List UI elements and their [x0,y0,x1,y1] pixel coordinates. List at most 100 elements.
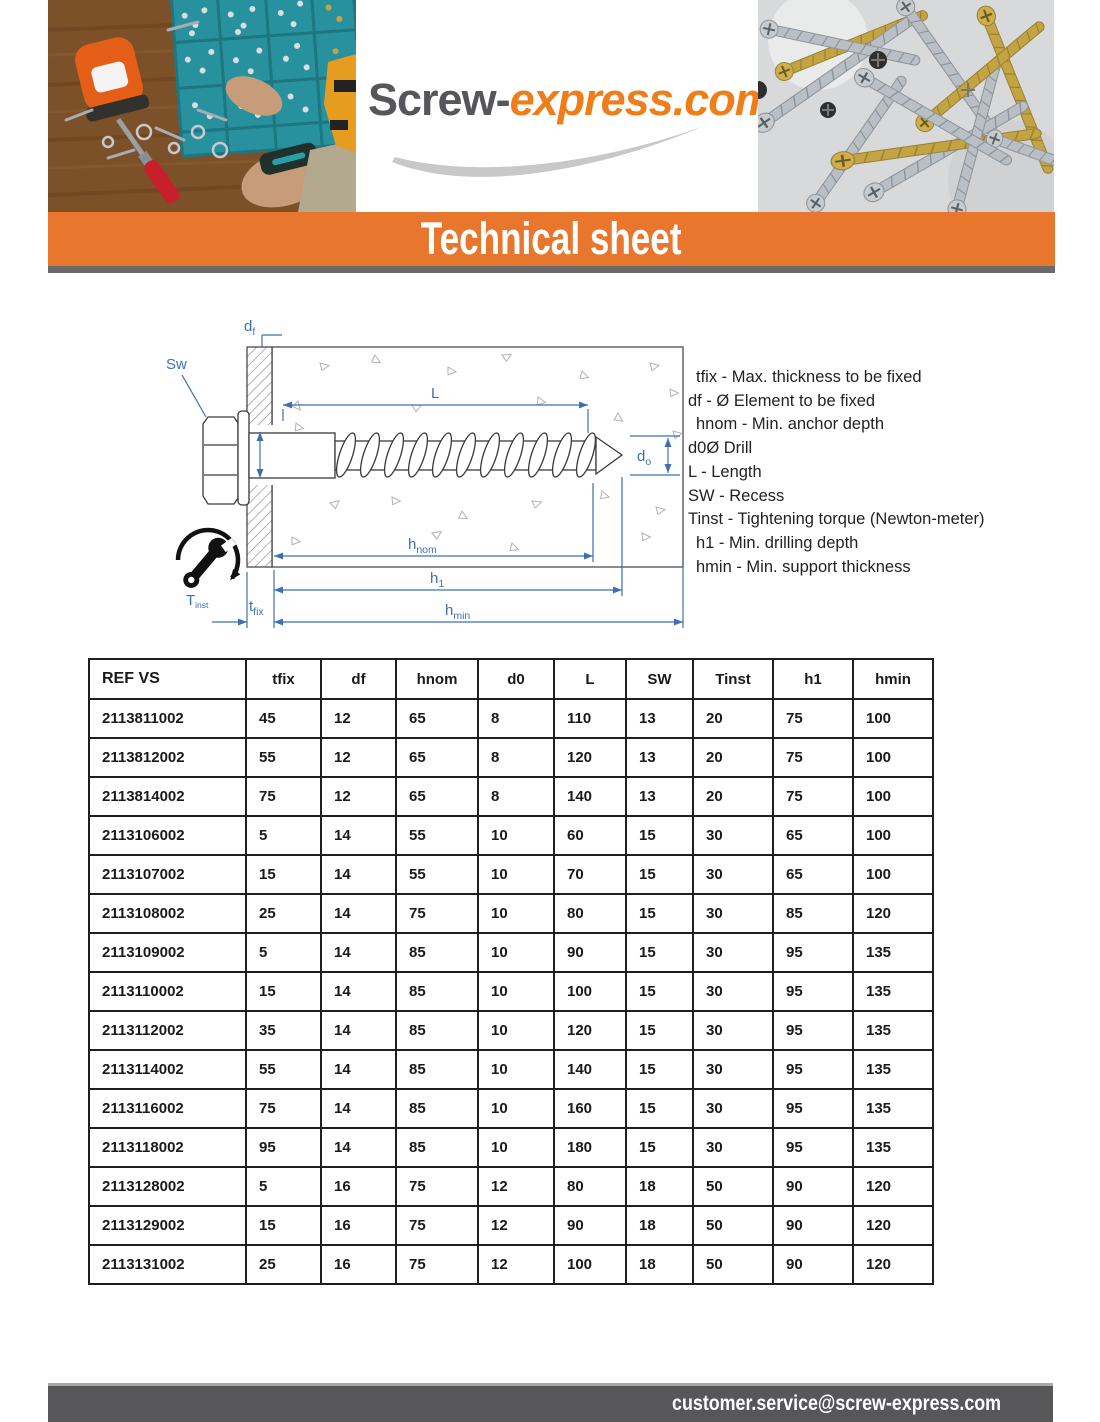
value-cell: 95 [772,1010,854,1051]
table-row: 2113110002 15 14 85 10 100 15 30 95 135 [88,971,934,1012]
value-cell: 100 [852,737,934,778]
value-cell: 14 [320,893,397,934]
value-cell: 5 [245,815,322,856]
value-cell: 25 [245,893,322,934]
value-cell: 95 [772,1088,854,1129]
table-row: 2113129002 15 16 75 12 90 18 50 90 120 [88,1205,934,1246]
value-cell: 14 [320,1049,397,1090]
value-cell: 85 [395,971,479,1012]
value-cell: 45 [245,698,322,739]
ref-cell: 2113110002 [88,971,247,1012]
value-cell: 65 [395,737,479,778]
screws-photo [758,0,1054,212]
value-cell: 30 [692,893,774,934]
value-cell: 5 [245,1166,322,1207]
value-cell: 15 [625,893,694,934]
value-cell: 50 [692,1205,774,1246]
table-header-row: REF VS tfix df hnom d0 L SW Tinst h1 hmi… [88,658,934,700]
value-cell: 95 [245,1127,322,1168]
ref-cell: 2113108002 [88,893,247,934]
value-cell: 8 [477,776,555,817]
value-cell: 15 [245,1205,322,1246]
value-cell: 120 [852,893,934,934]
value-cell: 15 [625,971,694,1012]
value-cell: 10 [477,971,555,1012]
legend-line: hnom - Min. anchor depth [696,415,885,434]
value-cell: 120 [553,737,627,778]
value-cell: 135 [852,1088,934,1129]
diagram-legend: tfix - Max. thickness to be fixed df - Ø… [688,366,1078,579]
ref-cell: 2113814002 [88,776,247,817]
value-cell: 15 [625,1049,694,1090]
table-row: 2113116002 75 14 85 10 160 15 30 95 135 [88,1088,934,1129]
value-cell: 12 [320,776,397,817]
label-sw: Sw [166,356,187,373]
label-hmin: hmin [445,602,470,622]
table-row: 2113112002 35 14 85 10 120 15 30 95 135 [88,1010,934,1051]
ref-cell: 2113118002 [88,1127,247,1168]
value-cell: 15 [625,1127,694,1168]
ref-cell: 2113106002 [88,815,247,856]
anchor-diagram: Sw df L do hnom h1 hmin tfix Tinst [166,318,684,628]
logo-text-screw: Screw- [368,74,511,125]
table-row: 2113118002 95 14 85 10 180 15 30 95 135 [88,1127,934,1168]
value-cell: 85 [395,1049,479,1090]
value-cell: 18 [625,1205,694,1246]
value-cell: 18 [625,1166,694,1207]
value-cell: 65 [772,854,854,895]
value-cell: 100 [852,815,934,856]
value-cell: 15 [245,971,322,1012]
value-cell: 135 [852,932,934,973]
ref-cell: 2113812002 [88,737,247,778]
value-cell: 35 [245,1010,322,1051]
table-row: 2113109002 5 14 85 10 90 15 30 95 135 [88,932,934,973]
value-cell: 85 [395,1127,479,1168]
value-cell: 10 [477,1127,555,1168]
ref-cell: 2113131002 [88,1244,247,1285]
col-header-hnom: hnom [395,658,479,700]
value-cell: 30 [692,1010,774,1051]
label-df: df [244,318,255,338]
table-row: 2113106002 5 14 55 10 60 15 30 65 100 [88,815,934,856]
workbench-photo [48,0,356,212]
value-cell: 110 [553,698,627,739]
value-cell: 14 [320,1127,397,1168]
label-l: L [431,385,439,402]
value-cell: 85 [772,893,854,934]
banner-underline [48,266,1055,273]
legend-line: L - Length [688,462,762,481]
value-cell: 14 [320,971,397,1012]
value-cell: 15 [245,854,322,895]
value-cell: 65 [772,815,854,856]
value-cell: 12 [477,1205,555,1246]
tape-measure-graphic [75,37,150,122]
value-cell: 70 [553,854,627,895]
value-cell: 50 [692,1244,774,1285]
ref-cell: 2113114002 [88,1049,247,1090]
legend-line: d0Ø Drill [688,439,753,458]
value-cell: 80 [553,893,627,934]
value-cell: 75 [772,776,854,817]
value-cell: 30 [692,932,774,973]
logo: Screw-express.com [368,74,775,126]
value-cell: 14 [320,1010,397,1051]
ref-cell: 2113109002 [88,932,247,973]
ref-cell: 2113107002 [88,854,247,895]
value-cell: 14 [320,815,397,856]
value-cell: 50 [692,1166,774,1207]
value-cell: 120 [553,1010,627,1051]
value-cell: 75 [395,893,479,934]
value-cell: 8 [477,698,555,739]
table-row: 2113811002 45 12 65 8 110 13 20 75 100 [88,698,934,739]
col-header-h1: h1 [772,658,854,700]
ref-cell: 2113811002 [88,698,247,739]
logo-text-express: express.com [509,74,775,125]
value-cell: 13 [625,776,694,817]
value-cell: 80 [553,1166,627,1207]
value-cell: 85 [395,932,479,973]
value-cell: 90 [772,1166,854,1207]
value-cell: 14 [320,932,397,973]
page-title: Technical sheet [421,213,682,264]
ref-cell: 2113116002 [88,1088,247,1129]
label-h1: h1 [430,570,444,590]
